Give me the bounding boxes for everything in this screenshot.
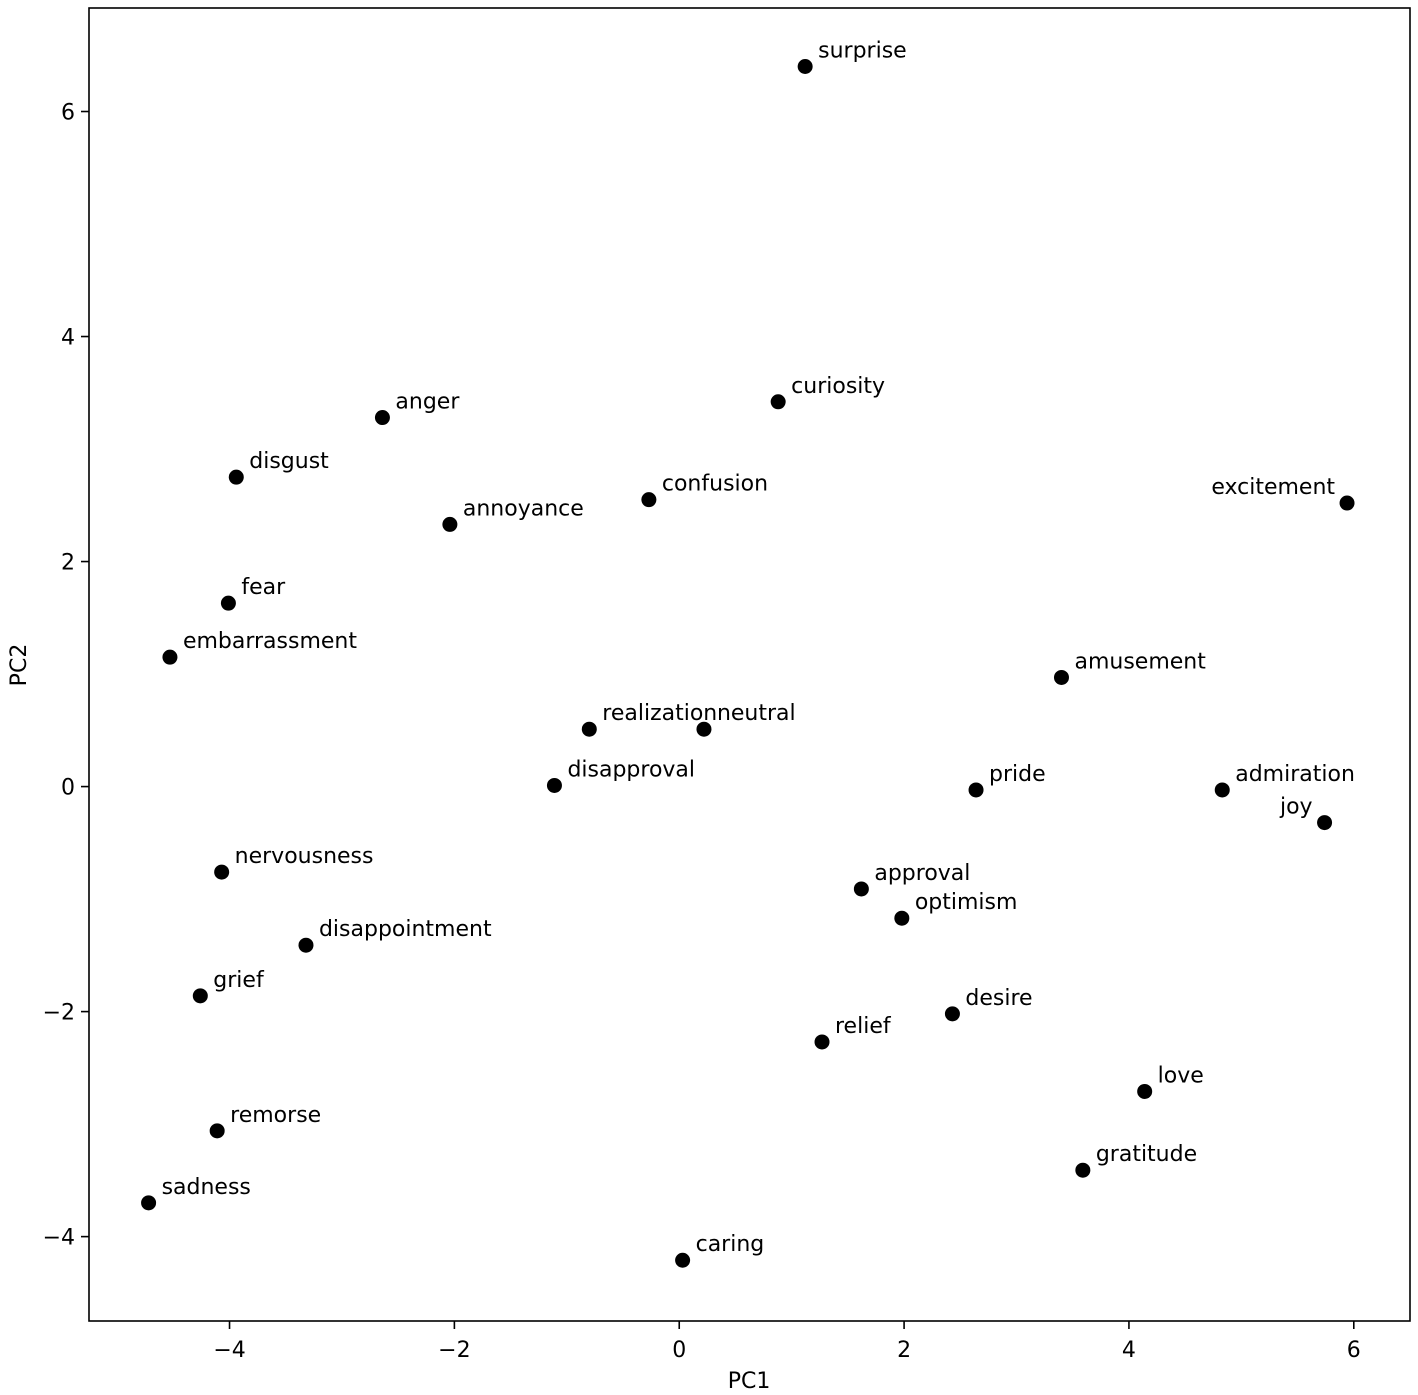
x-tick-label: 4: [1122, 1338, 1136, 1363]
data-point: [968, 782, 984, 798]
x-tick-label: 0: [672, 1338, 686, 1363]
y-tick-label: 2: [61, 551, 75, 576]
point-label: gratitude: [1096, 1142, 1197, 1167]
y-tick-label: 4: [61, 326, 75, 351]
point-label: remorse: [230, 1103, 321, 1128]
data-point: [141, 1195, 157, 1211]
data-point: [546, 777, 562, 793]
data-point: [220, 595, 236, 611]
point-label: relief: [835, 1014, 892, 1039]
plot-background: [89, 8, 1410, 1321]
point-label: optimism: [915, 890, 1018, 915]
data-point: [1075, 1162, 1091, 1178]
y-tick-label: −2: [43, 1001, 75, 1026]
data-point: [770, 394, 786, 410]
point-label: grief: [213, 968, 265, 993]
point-label: sadness: [162, 1175, 251, 1200]
data-point: [1214, 782, 1230, 798]
x-tick-label: 6: [1347, 1338, 1361, 1363]
data-point: [442, 516, 458, 532]
y-axis-label: PC2: [7, 644, 32, 687]
data-point: [581, 721, 597, 737]
data-point: [814, 1034, 830, 1050]
data-point: [374, 410, 390, 426]
points-layer: surprise curiosity anger disgust confusion an…: [141, 39, 1355, 1268]
y-tick-label: 0: [61, 776, 75, 801]
x-tick-label: 2: [897, 1338, 911, 1363]
point-label: annoyance: [463, 496, 584, 521]
ticks-layer: −4 −2 0 2 4 6 −4 −2 0 2 4 6: [43, 101, 1361, 1363]
point-label: approval: [874, 861, 970, 886]
y-tick-label: 6: [61, 101, 75, 126]
point-label: surprise: [818, 39, 907, 64]
x-tick-label: −4: [213, 1338, 245, 1363]
data-point: [209, 1123, 225, 1139]
data-point: [696, 721, 712, 737]
data-point: [228, 469, 244, 485]
point-label: nervousness: [235, 844, 374, 869]
data-point: [192, 988, 208, 1004]
data-point: [853, 881, 869, 897]
data-point: [1317, 815, 1333, 831]
x-axis-label: PC1: [728, 1369, 771, 1394]
point-label: disappointment: [319, 917, 492, 942]
data-point: [641, 492, 657, 508]
point-label: realization: [602, 701, 717, 726]
point-label: amusement: [1074, 649, 1206, 674]
point-label: admiration: [1235, 762, 1355, 787]
point-label: desire: [965, 986, 1032, 1011]
point-label: fear: [241, 575, 286, 600]
point-label: pride: [989, 762, 1046, 787]
plot-frame: [88, 7, 1411, 1322]
point-label: embarrassment: [183, 629, 357, 654]
data-point: [214, 864, 230, 880]
data-point: [944, 1006, 960, 1022]
y-tick-label: −4: [43, 1226, 75, 1251]
data-point: [1137, 1083, 1153, 1099]
data-point: [675, 1252, 691, 1268]
point-label: disapproval: [567, 757, 695, 782]
point-label: caring: [696, 1232, 765, 1257]
point-label: disgust: [249, 449, 329, 474]
point-label: confusion: [662, 472, 768, 497]
point-label: excitement: [1211, 475, 1335, 500]
data-point: [298, 937, 314, 953]
point-label: anger: [395, 390, 460, 415]
point-label: neutral: [717, 701, 796, 726]
point-label: love: [1158, 1063, 1204, 1088]
data-point: [1053, 669, 1069, 685]
point-label: joy: [1279, 795, 1313, 820]
data-point: [797, 59, 813, 75]
point-label: curiosity: [791, 374, 885, 399]
x-tick-label: −2: [438, 1338, 470, 1363]
data-point: [894, 910, 910, 926]
data-point: [162, 649, 178, 665]
data-point: [1339, 495, 1355, 511]
